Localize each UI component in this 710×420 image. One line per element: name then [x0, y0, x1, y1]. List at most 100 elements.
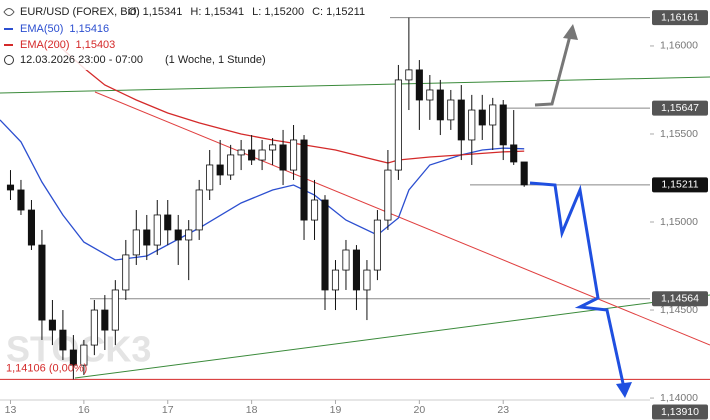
x-tick-label: 17 — [162, 404, 174, 416]
arrow-head — [563, 24, 578, 40]
level-label: 1,14564 — [661, 293, 699, 305]
candle-body — [206, 164, 214, 191]
y-tick-label: 1,15000 — [660, 216, 698, 228]
candle-body — [415, 69, 423, 101]
legend-value: 1,15416 — [69, 23, 109, 35]
quote-key: O: — [128, 6, 140, 18]
candle-body — [520, 161, 528, 186]
level-label: 1,16161 — [661, 11, 699, 23]
candle-body — [216, 164, 224, 176]
candle-body — [258, 149, 266, 161]
candle-body — [111, 289, 119, 331]
candle-body — [227, 154, 235, 176]
y-tick-label: 1,14000 — [660, 392, 698, 404]
candle-body — [436, 89, 444, 121]
candle-body — [80, 344, 88, 366]
level-label: 1,13910 — [661, 406, 699, 418]
timeframe: 12.03.2026 23:00 - 07:00 — [20, 54, 143, 66]
legend-value: 1,15403 — [76, 39, 116, 51]
trend-line — [74, 294, 710, 379]
quote-value: 1,15211 — [326, 6, 365, 18]
candle-body — [90, 309, 98, 346]
arrows — [529, 24, 632, 398]
candle-body — [499, 104, 507, 146]
candle-body — [321, 199, 329, 291]
y-tick-label: 1,15500 — [660, 128, 698, 140]
candle-body — [342, 249, 350, 271]
level-label: 1,15647 — [661, 102, 699, 114]
low-label: 1,14106 (0,00%) — [6, 362, 87, 374]
level-box — [652, 10, 708, 26]
x-tick-label: 23 — [497, 404, 509, 416]
candle-body — [405, 69, 413, 81]
candle-body — [468, 109, 476, 141]
level-box — [652, 177, 708, 193]
x-tick-label: 20 — [414, 404, 426, 416]
candle-body — [510, 144, 518, 163]
plot — [0, 17, 710, 380]
quote-value: 1,15341 — [143, 6, 183, 18]
quote-value: 1,15341 — [204, 6, 244, 18]
header: EUR/USD (FOREX, Bid) 12.03.2026 23:00 - … — [0, 0, 365, 70]
candle-body — [27, 209, 35, 246]
candle-body — [122, 254, 130, 291]
quote-key: L: — [252, 6, 261, 18]
candle-body — [153, 214, 161, 246]
projection-arrow — [534, 31, 573, 107]
candle-body — [373, 219, 381, 271]
candle-body — [6, 184, 15, 191]
level-label: 1,15211 — [661, 179, 698, 191]
candle-body — [185, 229, 193, 241]
quote-key: H: — [190, 6, 201, 18]
candle-body — [164, 214, 172, 231]
candle-body — [38, 244, 46, 321]
candle-body — [489, 104, 497, 126]
candle-body — [279, 144, 287, 171]
candle-body — [363, 269, 371, 291]
legend-name: EMA(50) — [20, 23, 63, 35]
period: (1 Woche, 1 Stunde) — [165, 54, 266, 66]
candle-body — [174, 229, 182, 241]
ema-line — [0, 119, 525, 261]
candle-body — [331, 269, 340, 291]
y-tick-label: 1,16000 — [660, 40, 698, 52]
x-tick-label: 13 — [5, 404, 17, 416]
quote-value: 1,15200 — [264, 6, 304, 18]
trend-line — [0, 76, 710, 94]
candle-body — [59, 329, 67, 351]
candle-body — [426, 89, 434, 101]
eye-icon — [3, 8, 15, 16]
arrow-head — [616, 382, 632, 398]
candle-body — [143, 229, 151, 246]
candle-body — [290, 139, 298, 171]
projection-arrow — [529, 181, 626, 389]
level-box — [652, 100, 708, 116]
level-box — [652, 404, 708, 420]
candle-body — [248, 149, 256, 161]
instrument: EUR/USD (FOREX, Bid) — [20, 6, 140, 18]
watermark: STOCK3 — [6, 329, 151, 370]
candle-body — [384, 169, 392, 221]
clock-icon — [4, 55, 14, 65]
candle-body — [132, 229, 140, 256]
candle-body — [310, 199, 319, 221]
candle-body — [394, 79, 402, 171]
legend-name: EMA(200) — [20, 39, 70, 51]
header-bg — [0, 0, 235, 70]
candle-body — [195, 189, 203, 231]
candle-body — [17, 189, 25, 211]
candle-body — [269, 144, 277, 151]
candle-body — [69, 349, 77, 366]
candle-body — [237, 149, 245, 156]
x-tick-label: 19 — [330, 404, 342, 416]
candle-body — [457, 99, 465, 141]
trend-line — [94, 91, 710, 346]
candle-body — [352, 249, 360, 291]
quote-key: C: — [312, 6, 323, 18]
candle-body — [478, 109, 486, 126]
y-tick-label: 1,14500 — [660, 304, 698, 316]
candle-body — [48, 319, 56, 331]
x-tick-label: 16 — [78, 404, 90, 416]
level-box — [652, 291, 708, 307]
